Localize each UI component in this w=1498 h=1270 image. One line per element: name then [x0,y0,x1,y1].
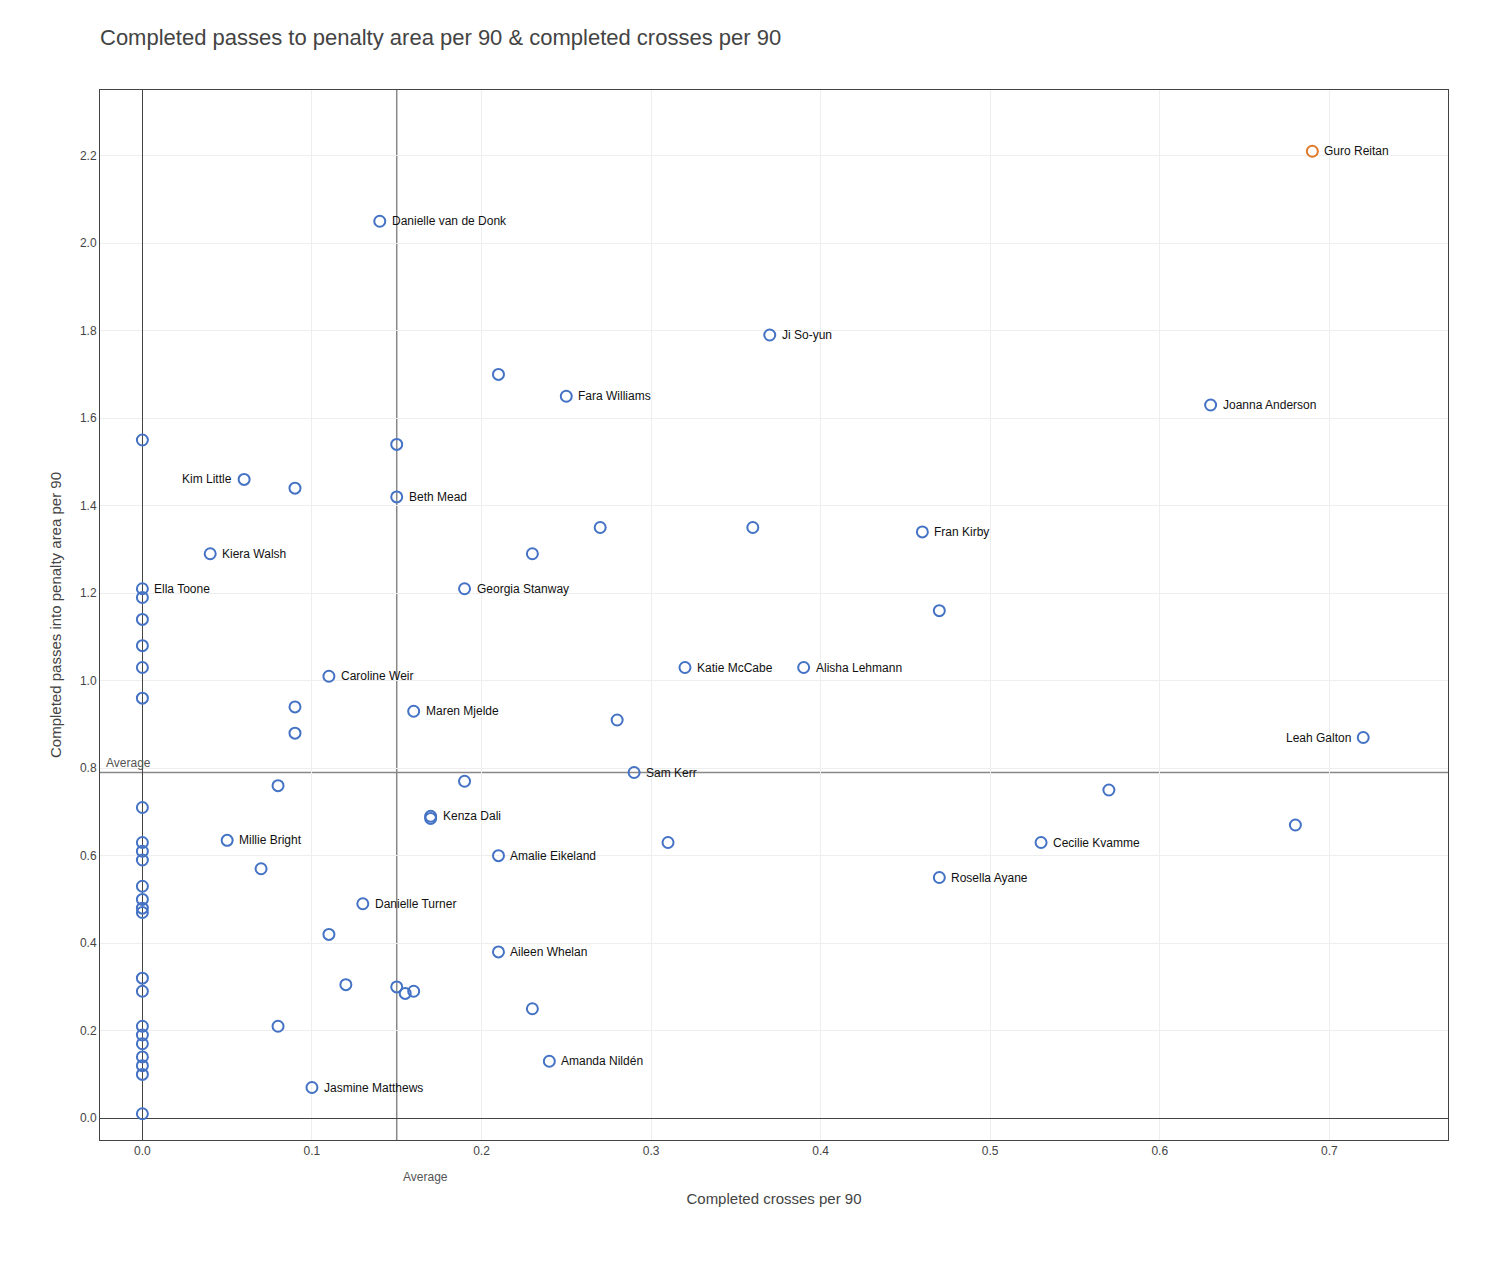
svg-text:0.8: 0.8 [80,761,97,775]
svg-text:0.6: 0.6 [80,849,97,863]
svg-text:1.4: 1.4 [80,499,97,513]
svg-text:Caroline Weir: Caroline Weir [341,669,413,683]
svg-text:Katie McCabe: Katie McCabe [697,661,773,675]
svg-text:Average: Average [403,1170,448,1184]
svg-text:0.7: 0.7 [1321,1144,1338,1158]
svg-text:Jasmine Matthews: Jasmine Matthews [324,1081,423,1095]
svg-text:Aileen Whelan: Aileen Whelan [510,945,587,959]
svg-text:Completed crosses per 90: Completed crosses per 90 [686,1190,861,1207]
svg-text:Ji So-yun: Ji So-yun [782,328,832,342]
svg-text:0.4: 0.4 [80,936,97,950]
svg-text:Maren Mjelde: Maren Mjelde [426,704,499,718]
svg-text:Danielle Turner: Danielle Turner [375,897,456,911]
svg-text:0.6: 0.6 [1151,1144,1168,1158]
svg-text:2.0: 2.0 [80,236,97,250]
svg-text:Amanda Nildén: Amanda Nildén [561,1054,643,1068]
svg-text:1.6: 1.6 [80,411,97,425]
svg-text:Ella Toone: Ella Toone [154,582,210,596]
svg-text:Fran Kirby: Fran Kirby [934,525,989,539]
svg-text:Fara Williams: Fara Williams [578,389,651,403]
svg-text:Leah Galton: Leah Galton [1286,731,1351,745]
svg-text:Guro Reitan: Guro Reitan [1324,144,1389,158]
svg-text:0.1: 0.1 [304,1144,321,1158]
svg-text:Cecilie Kvamme: Cecilie Kvamme [1053,836,1140,850]
svg-text:0.2: 0.2 [80,1024,97,1038]
svg-text:Completed passes into penalty: Completed passes into penalty area per 9… [47,472,64,758]
svg-text:2.2: 2.2 [80,149,97,163]
svg-text:0.4: 0.4 [812,1144,829,1158]
svg-text:Millie Bright: Millie Bright [239,833,302,847]
svg-text:Kenza Dali: Kenza Dali [443,809,501,823]
svg-text:Completed passes to penalty ar: Completed passes to penalty area per 90 … [100,25,781,50]
svg-text:Amalie Eikeland: Amalie Eikeland [510,849,596,863]
svg-text:0.5: 0.5 [982,1144,999,1158]
svg-text:Kiera Walsh: Kiera Walsh [222,547,286,561]
svg-text:0.3: 0.3 [643,1144,660,1158]
svg-text:Average: Average [106,756,151,770]
svg-text:0.0: 0.0 [134,1144,151,1158]
svg-text:1.8: 1.8 [80,324,97,338]
svg-text:Danielle van de Donk: Danielle van de Donk [392,214,507,228]
svg-text:0.0: 0.0 [80,1111,97,1125]
svg-text:Kim Little: Kim Little [182,472,232,486]
svg-text:Sam Kerr: Sam Kerr [646,766,697,780]
svg-text:Rosella Ayane: Rosella Ayane [951,871,1028,885]
svg-text:Georgia Stanway: Georgia Stanway [477,582,569,596]
svg-text:1.2: 1.2 [80,586,97,600]
svg-text:Alisha Lehmann: Alisha Lehmann [816,661,902,675]
svg-text:Joanna Anderson: Joanna Anderson [1223,398,1316,412]
svg-text:Beth Mead: Beth Mead [409,490,467,504]
svg-text:1.0: 1.0 [80,674,97,688]
svg-text:0.2: 0.2 [473,1144,490,1158]
